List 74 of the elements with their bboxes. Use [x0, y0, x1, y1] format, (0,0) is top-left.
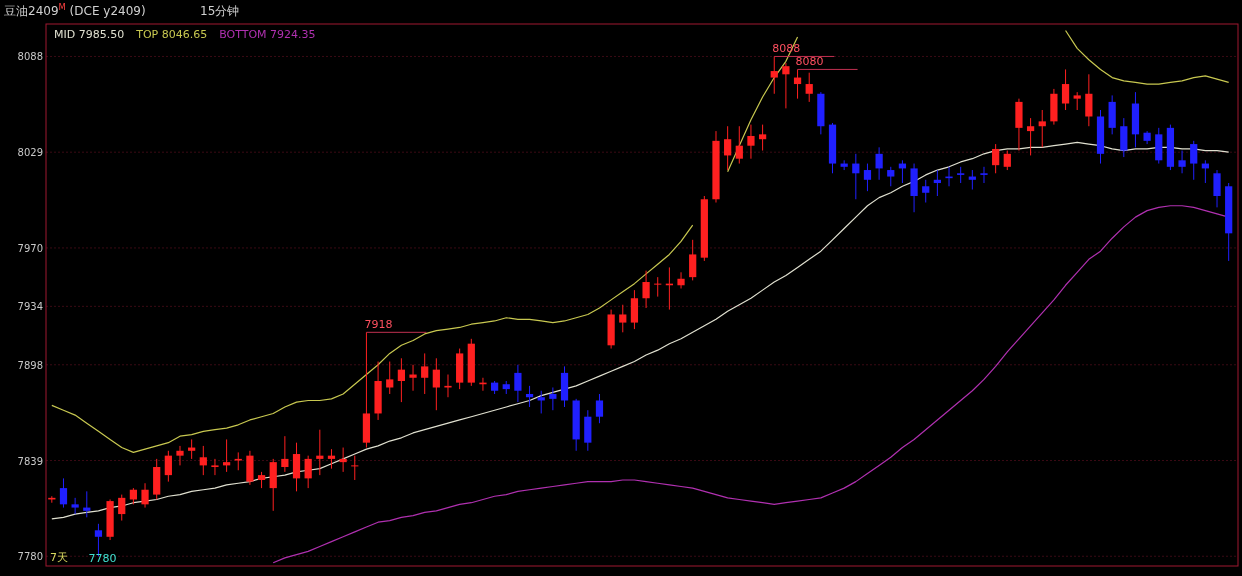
- candlestick: [351, 455, 359, 481]
- y-tick-label: 7934: [17, 301, 43, 313]
- candlestick: [968, 169, 976, 191]
- candlestick: [642, 270, 650, 309]
- text: MID 7985.50: [54, 28, 125, 41]
- candlestick: [327, 448, 336, 470]
- annotation: 7天: [50, 551, 68, 564]
- candlestick: [1026, 117, 1035, 156]
- candlestick: [875, 146, 883, 181]
- candlestick: [188, 438, 196, 460]
- text: BOTTOM 7924.35: [219, 28, 316, 41]
- candlestick: [887, 166, 895, 187]
- y-tick-label: 7970: [17, 242, 43, 254]
- candlestick: [933, 169, 941, 197]
- candlestick: [1178, 150, 1186, 174]
- line-series: [51, 141, 1230, 520]
- y-tick-label: 7780: [17, 551, 43, 563]
- candlestick: [619, 304, 627, 333]
- candlestick: [141, 482, 149, 509]
- candlestick: [211, 458, 219, 476]
- candlestick: [281, 435, 289, 473]
- candlestick: [1061, 68, 1070, 111]
- candlestick: [537, 390, 545, 414]
- candlestick: [724, 125, 732, 171]
- candlestick: [71, 497, 79, 515]
- candlestick: [747, 124, 755, 160]
- candlestick: [852, 153, 860, 200]
- candlestick: [397, 357, 405, 403]
- candlestick: [1213, 169, 1221, 208]
- candlestick: [770, 55, 778, 95]
- candlestick: [304, 455, 312, 489]
- chart-title: 豆油2409$^{M}$ (DCE y2409): [4, 2, 146, 18]
- candlestick: [758, 124, 767, 152]
- y-tick-label: 7898: [17, 359, 43, 371]
- candlestick: [980, 166, 988, 184]
- annotation: 7780: [88, 552, 117, 565]
- text: TOP 8046.65: [135, 28, 208, 41]
- annotation: 7918: [364, 318, 393, 332]
- candlestick: [1190, 140, 1198, 181]
- y-tick-label: 7839: [17, 455, 43, 467]
- annotation: 8080: [795, 55, 824, 69]
- candlestick: [922, 179, 930, 203]
- candlestick: [525, 385, 534, 408]
- candlestick: [514, 364, 522, 403]
- candlestick: [316, 429, 324, 476]
- candlestick: [805, 72, 813, 103]
- candlestick: [59, 477, 68, 509]
- candlestick: [863, 163, 872, 192]
- candlestick: [339, 447, 347, 473]
- candlestick: [222, 438, 231, 473]
- candlestick: [421, 352, 429, 395]
- candlestick: [689, 239, 697, 281]
- candlestick: [1003, 150, 1011, 171]
- y-tick-label: 8088: [17, 51, 43, 63]
- candlestick: [595, 393, 604, 424]
- candlestick: [409, 364, 417, 392]
- candlestick: [386, 361, 394, 395]
- annotation: 8088: [772, 42, 801, 56]
- candlestick: [992, 143, 1000, 174]
- candlestick: [432, 357, 440, 411]
- y-tick-label: 8029: [17, 147, 43, 159]
- candlestick: [199, 445, 207, 476]
- candlestick: [1038, 109, 1046, 148]
- candlestick: [83, 490, 91, 518]
- candlestick: [735, 125, 743, 165]
- candlestick: [164, 450, 172, 483]
- candlestick: [118, 494, 126, 522]
- chart-subtitle: 15分钟: [200, 4, 240, 18]
- candlestick: [782, 62, 790, 109]
- candlestick: [1085, 73, 1093, 127]
- candlestick: [654, 276, 662, 298]
- candlestick: [549, 387, 557, 411]
- candlestick: [677, 271, 685, 290]
- candlestick: [176, 445, 184, 466]
